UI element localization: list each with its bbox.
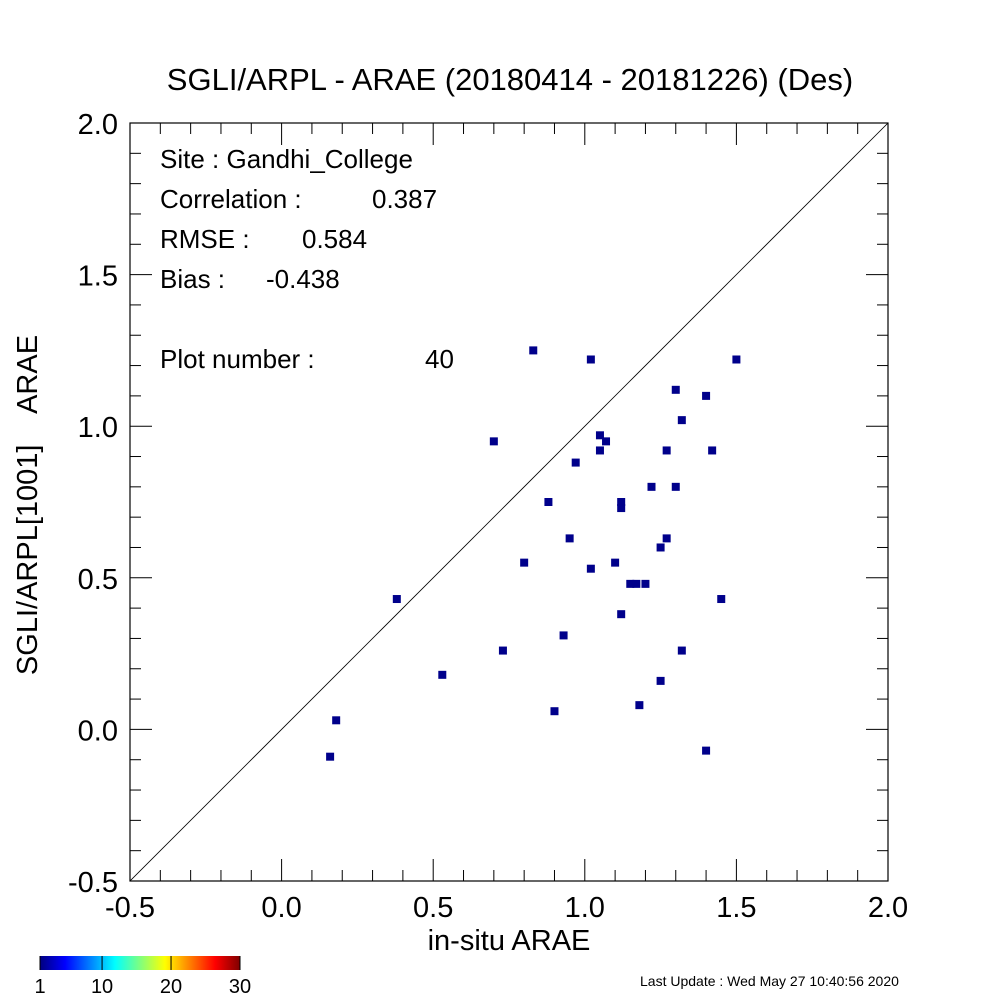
colorbar-tick-label: 1 [34,976,45,998]
data-point [489,437,498,446]
data-point [586,355,595,364]
data-point [656,676,665,685]
correlation-value: 0.387 [372,184,437,214]
colorbar-tick-label: 30 [229,976,251,998]
data-point [617,610,626,619]
colorbar-labels: 1 10 20 30 [34,956,251,998]
data-point [571,458,580,467]
data-point [332,716,341,725]
data-point [677,646,686,655]
data-point [550,707,559,716]
x-tick-label: 0.5 [413,892,453,924]
data-point [708,446,717,455]
data-point [632,579,641,588]
colorbar [40,956,240,970]
data-point [647,482,656,491]
colorbar-tick-label: 20 [160,976,182,998]
y-tick-label: 2.0 [78,109,118,141]
x-axis-label: in-situ ARAE [428,925,591,957]
y-tick-label: 1.0 [78,412,118,444]
y-tick-label: 0.5 [78,564,118,596]
colorbar-tick-label: 10 [91,976,113,998]
data-point [617,504,626,513]
one-to-one-line [130,123,888,881]
stats-annotation: Site : Gandhi_College Correlation : 0.38… [160,144,454,374]
data-point [626,579,635,588]
data-point [529,346,538,355]
data-point [392,595,401,604]
data-point [520,558,529,567]
bias-value: -0.438 [266,264,340,294]
data-point [702,391,711,400]
data-point [617,498,626,506]
x-tick-label: 2.0 [868,892,908,924]
data-point [677,416,686,425]
plot-number-label: Plot number : [160,344,315,374]
x-tick-label: 1.0 [565,892,605,924]
last-update-text: Last Update : Wed May 27 10:40:56 2020 [640,973,899,989]
data-point [662,534,671,543]
data-point [732,355,741,364]
y-tick-label: 1.5 [78,261,118,293]
data-point [635,701,644,710]
y-axis-label: SGLI/ARPL[1001] ARAE [12,335,44,675]
y-tick-label: 0.0 [78,715,118,747]
x-tick-label: -0.5 [105,892,155,924]
x-tick-label: 0.0 [261,892,301,924]
data-point [586,564,595,573]
data-point [438,670,447,679]
correlation-label: Correlation : [160,184,302,214]
site-label: Site : Gandhi_College [160,144,413,174]
data-point [662,446,671,455]
data-point [544,498,553,506]
data-points [326,346,741,761]
data-point [595,431,604,440]
rmse-value: 0.584 [302,224,367,254]
data-point [611,558,620,567]
data-point [671,385,680,394]
x-tick-label: 1.5 [716,892,756,924]
chart-title: SGLI/ARPL - ARAE (20180414 - 20181226) (… [167,62,853,97]
y-tick-label: -0.5 [68,867,118,899]
data-point [656,543,665,552]
axis-tick-labels: -0.5 0.0 0.5 1.0 1.5 2.0 -0.5 0.0 0.5 1.0 1.5 2.0 [68,109,908,924]
data-point [326,752,335,761]
plot-number-value: 40 [425,344,454,374]
data-point [559,631,568,640]
data-point [641,579,650,588]
data-point [702,746,711,755]
data-point [602,437,611,446]
data-point [498,646,507,655]
data-point [671,482,680,491]
bias-label: Bias : [160,264,225,294]
rmse-label: RMSE : [160,224,250,254]
plot-frame [129,122,889,882]
data-point [717,595,726,604]
data-point [595,446,604,455]
data-point [565,534,574,543]
